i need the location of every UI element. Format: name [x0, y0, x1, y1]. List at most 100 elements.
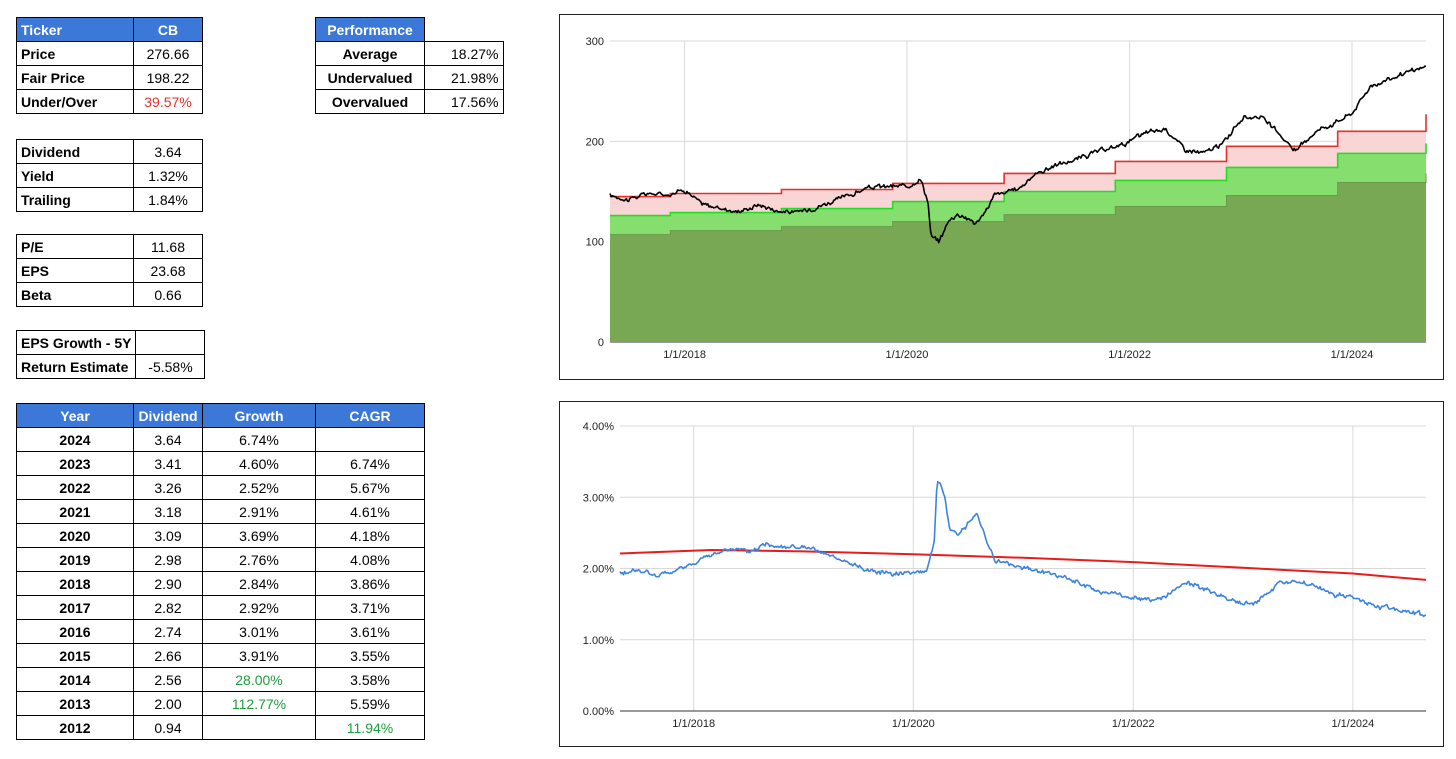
growth-cell: 2.91%: [202, 499, 316, 524]
dividend-table: Dividend 3.64 Yield 1.32% Trailing 1.84%: [16, 139, 203, 212]
table-row: 2023 3.41 4.60% 6.74%: [16, 451, 425, 476]
return-estimate-label: Return Estimate: [15, 354, 137, 379]
cagr-cell: 3.61%: [315, 619, 425, 644]
year-cell: 2014: [16, 667, 134, 692]
year-cell: 2021: [16, 499, 134, 524]
dividend-cell: 2.66: [133, 643, 203, 668]
beta-value: 0.66: [133, 282, 203, 307]
x-tick-label: 1/1/2018: [663, 349, 706, 361]
beta-label: Beta: [16, 282, 134, 307]
dividend-cell: 2.98: [133, 547, 203, 572]
y-tick-label: 100: [586, 237, 604, 249]
table-row: 2013 2.00 112.77% 5.59%: [16, 691, 425, 716]
dividend-cell: 3.26: [133, 475, 203, 500]
year-cell: 2019: [16, 547, 134, 572]
undervalued-band-area: [610, 173, 1426, 342]
fair-price-label: Fair Price: [16, 65, 134, 90]
dividend-yield-chart: 0.00% 1.00% 2.00% 3.00% 4.00% 1/1/2018 1/1/202…: [559, 401, 1444, 747]
cagr-cell: 4.61%: [315, 499, 425, 524]
dividend-value: 3.64: [133, 139, 203, 164]
cagr-cell: 3.86%: [315, 571, 425, 596]
table-row: 2012 0.94 11.94%: [16, 715, 425, 740]
y-tick-label: 0: [598, 337, 604, 349]
cagr-cell: 3.55%: [315, 643, 425, 668]
performance-header-spacer: [425, 18, 504, 42]
growth-cell: 28.00%: [202, 667, 316, 692]
growth-cell: 2.52%: [202, 475, 316, 500]
year-cell: 2016: [16, 619, 134, 644]
x-tick-label: 1/1/2024: [1331, 349, 1374, 361]
dividend-cell: 2.00: [133, 691, 203, 716]
table-row: 2019 2.98 2.76% 4.08%: [16, 547, 425, 572]
y-tick-label: 2.00%: [583, 564, 614, 576]
table-row: 2018 2.90 2.84% 3.86%: [16, 571, 425, 596]
price-value: 276.66: [133, 41, 203, 66]
pe-label: P/E: [16, 234, 134, 259]
dividend-cell: 2.90: [133, 571, 203, 596]
cagr-cell: 5.59%: [315, 691, 425, 716]
overvalued-line: [610, 114, 1427, 198]
cagr-cell: 11.94%: [315, 715, 425, 740]
growth-cell: 112.77%: [202, 691, 316, 716]
year-cell: 2017: [16, 595, 134, 620]
dividend-yield-line: [619, 480, 1427, 618]
growth-cell: 3.69%: [202, 523, 316, 548]
y-tick-label: 1.00%: [583, 635, 614, 647]
cagr-cell: [315, 427, 425, 452]
dividend-cell: 2.82: [133, 595, 203, 620]
eps-label: EPS: [16, 258, 134, 283]
year-cell: 2012: [16, 715, 134, 740]
ticker-header: Ticker: [16, 17, 134, 42]
table-row: 2024 3.64 6.74%: [16, 427, 425, 452]
trailing-value: 1.84%: [133, 187, 203, 212]
table-row: 2017 2.82 2.92% 3.71%: [16, 595, 425, 620]
growth-table: EPS Growth - 5Y Return Estimate -5.58%: [15, 330, 206, 379]
trailing-label: Trailing: [16, 187, 134, 212]
x-tick-label: 1/1/2018: [672, 718, 715, 730]
perf-overvalued-value: 17.56%: [424, 89, 504, 114]
growth-cell: 2.92%: [202, 595, 316, 620]
performance-table: Performance Average 18.27% Undervalued 2…: [315, 17, 504, 114]
table-row: 2020 3.09 3.69% 4.18%: [16, 523, 425, 548]
year-cell: 2024: [16, 427, 134, 452]
cagr-cell: 4.18%: [315, 523, 425, 548]
eps-growth-label: EPS Growth - 5Y: [15, 330, 137, 355]
y-tick-label: 4.00%: [583, 421, 614, 433]
dividend-cell: 2.56: [133, 667, 203, 692]
dividend-label: Dividend: [16, 139, 134, 164]
growth-cell: [202, 715, 316, 740]
dividend-cell: 3.18: [133, 499, 203, 524]
dividend-cell: 3.64: [133, 427, 203, 452]
table-row: 2016 2.74 3.01% 3.61%: [16, 619, 425, 644]
x-tick-label: 1/1/2020: [886, 349, 929, 361]
year-cell: 2018: [16, 571, 134, 596]
under-over-value: 39.57%: [133, 89, 203, 114]
y-tick-label: 3.00%: [583, 492, 614, 504]
year-cell: 2013: [16, 691, 134, 716]
dividend-cell: 3.41: [133, 451, 203, 476]
perf-average-label: Average: [315, 41, 425, 66]
growth-cell: 3.91%: [202, 643, 316, 668]
average-yield-line: [619, 548, 1427, 581]
cagr-cell: 5.67%: [315, 475, 425, 500]
pe-value: 11.68: [133, 234, 203, 259]
fair-value-line: [610, 143, 1427, 217]
ticker-value: CB: [133, 17, 203, 42]
valuation-table: P/E 11.68 EPS 23.68 Beta 0.66: [16, 234, 203, 307]
price-valuation-chart: 0 100 200 300 1/1/2018 1/1/2020 1/1/2022 1/1/20…: [559, 14, 1444, 380]
year-cell: 2020: [16, 523, 134, 548]
col-cagr-header: CAGR: [315, 403, 425, 428]
y-tick-label: 300: [586, 36, 604, 48]
cagr-cell: 3.58%: [315, 667, 425, 692]
x-tick-label: 1/1/2022: [1112, 718, 1155, 730]
cagr-cell: 6.74%: [315, 451, 425, 476]
price-label: Price: [16, 41, 134, 66]
table-row: 2014 2.56 28.00% 3.58%: [16, 667, 425, 692]
x-tick-label: 1/1/2020: [892, 718, 935, 730]
dividend-cell: 2.74: [133, 619, 203, 644]
dividend-history-table: Year Dividend Growth CAGR 2024 3.64 6.74% 2…: [16, 403, 425, 740]
price-line: [609, 65, 1427, 244]
eps-value: 23.68: [133, 258, 203, 283]
growth-cell: 4.60%: [202, 451, 316, 476]
col-growth-header: Growth: [202, 403, 316, 428]
